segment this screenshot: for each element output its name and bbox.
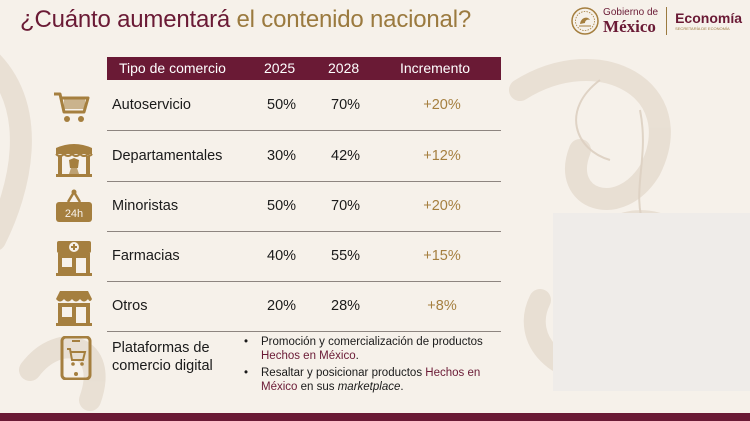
header-logos: Gobierno de México Economía SECRETARÍA D…	[571, 4, 742, 38]
header-incremento: Incremento	[400, 60, 471, 76]
platforms-title-line2: comercio digital	[112, 358, 213, 374]
24h-sign-icon: 24h	[56, 189, 92, 222]
mexico-seal-icon	[571, 7, 599, 35]
platforms-title-line1: Plataformas de	[112, 340, 210, 356]
header-tipo: Tipo de comercio	[119, 60, 226, 76]
bullet-item: Promoción y comercialización de producto…	[244, 335, 500, 363]
bullet1-end: .	[355, 350, 359, 362]
table-header: Tipo de comercio 2025 2028 Incremento	[107, 57, 501, 80]
bullet2-italic: marketplace	[337, 381, 401, 393]
bullet2-end: .	[400, 381, 404, 393]
bullet2-text: Resaltar y posicionar productos	[261, 367, 426, 379]
row-2028: 70%	[331, 198, 361, 214]
row-2028: 28%	[331, 298, 361, 314]
economia-logo: Economía SECRETARÍA DE ECONOMÍA	[675, 11, 742, 31]
row-increment: +8%	[427, 298, 457, 314]
gob-line2: México	[603, 16, 656, 36]
page-title: ¿Cuánto aumentará el contenido nacional?	[20, 6, 471, 34]
bullet1-highlight: Hechos en México	[261, 350, 356, 362]
storefront-icon	[56, 291, 92, 326]
table-row: Farmacias 40% 55% +15%	[107, 231, 501, 282]
row-name: Departamentales	[112, 148, 223, 164]
logo-divider	[666, 7, 668, 35]
row-increment: +20%	[423, 198, 461, 214]
economia-sub-label: SECRETARÍA DE ECONOMÍA	[675, 26, 730, 31]
table-row: Minoristas 50% 70% +20%	[107, 181, 501, 232]
gob-line1: Gobierno de	[603, 6, 659, 18]
row-2025: 50%	[267, 198, 297, 214]
gobierno-logo: Gobierno de México	[603, 6, 659, 36]
bullet2-mid: en sus	[297, 381, 338, 393]
title-part1: ¿Cuánto aumentará	[20, 6, 237, 33]
row-name: Otros	[112, 298, 148, 314]
row-2025: 30%	[267, 148, 297, 164]
pharmacy-icon	[56, 241, 92, 276]
row-2025: 50%	[267, 97, 297, 113]
smartphone-cart-icon	[60, 336, 92, 380]
video-overlay-panel	[553, 213, 750, 391]
department-store-icon	[55, 144, 93, 177]
row-increment: +15%	[423, 248, 461, 264]
table-row: Departamentales 30% 42% +12%	[107, 131, 501, 182]
row-2028: 55%	[331, 248, 361, 264]
row-name: Farmacias	[112, 248, 180, 264]
header-2025: 2025	[264, 60, 296, 76]
row-2025: 20%	[267, 298, 297, 314]
row-2028: 42%	[331, 148, 361, 164]
row-2025: 40%	[267, 248, 297, 264]
row-name: Minoristas	[112, 198, 179, 214]
header-2028: 2028	[328, 60, 360, 76]
svg-text:24h: 24h	[65, 208, 83, 220]
row-name: Autoservicio	[112, 97, 191, 113]
bullet1-text: Promoción y comercialización de producto…	[261, 336, 483, 348]
platforms-title: Plataformas de comercio digital	[112, 339, 213, 375]
bullet-item: Resaltar y posicionar productos Hechos e…	[244, 366, 500, 394]
shopping-cart-icon	[54, 92, 90, 122]
bullet2-highlight: Hechos en México	[261, 367, 481, 393]
row-increment: +20%	[423, 97, 461, 113]
table-row: Autoservicio 50% 70% +20%	[107, 80, 501, 131]
title-part2: el contenido nacional?	[236, 6, 472, 33]
platforms-bullets: Promoción y comercialización de producto…	[244, 335, 500, 397]
table-row: Otros 20% 28% +8%	[107, 281, 501, 332]
row-2028: 70%	[331, 97, 361, 113]
economia-label: Economía	[675, 10, 742, 26]
bottom-bar	[0, 413, 750, 421]
row-increment: +12%	[423, 148, 461, 164]
